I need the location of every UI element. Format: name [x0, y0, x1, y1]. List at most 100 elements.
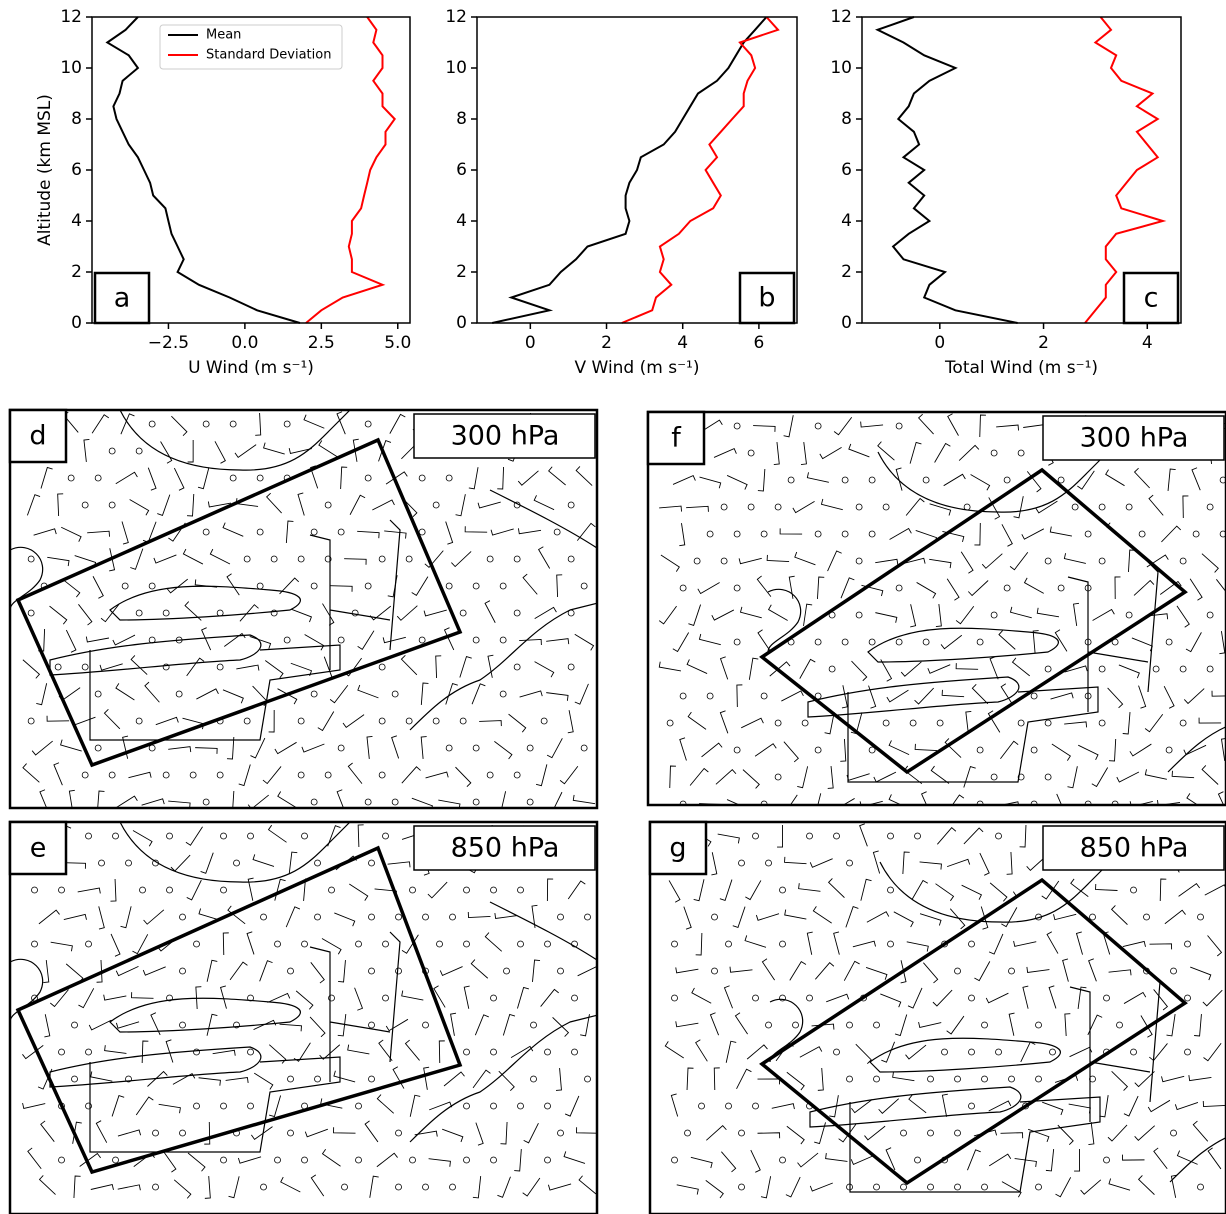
y-tick-label: 12 [830, 7, 852, 27]
wind-barb [68, 789, 75, 808]
wind-barb [679, 737, 687, 761]
calm-marker [341, 1183, 348, 1191]
wind-barb [1149, 1043, 1168, 1062]
calm-marker [540, 717, 548, 725]
map-panel [658, 413, 1226, 805]
wind-barb [1009, 606, 1032, 619]
wind-barb [1032, 630, 1039, 653]
wind-barb [860, 878, 872, 901]
wind-barb [1118, 664, 1140, 679]
calm-marker [922, 638, 930, 646]
wind-barb [902, 557, 926, 565]
analysis-domain [759, 877, 1188, 1186]
wind-barb [888, 740, 910, 756]
panel-label-box [738, 271, 796, 325]
calm-marker [1206, 503, 1214, 511]
calm-marker [882, 503, 890, 511]
wind-barb [563, 1151, 586, 1164]
calm-marker [135, 717, 143, 725]
wind-barb [463, 985, 470, 1009]
calm-marker [779, 1156, 786, 1164]
wind-barb [1075, 931, 1083, 955]
wind-barb [471, 683, 486, 705]
calm-marker [1219, 530, 1226, 538]
wind-barb [255, 412, 262, 436]
wind-barb [1153, 1147, 1168, 1169]
wind-barb [725, 1040, 737, 1063]
wind-barb [985, 992, 1009, 1004]
wind-barb [1131, 637, 1153, 652]
wind-barb [464, 526, 488, 533]
calm-marker [1103, 1156, 1110, 1164]
calm-marker [58, 1156, 65, 1164]
calm-marker [368, 1021, 375, 1029]
x-tick-label: 6 [753, 333, 764, 353]
wind-barb [467, 912, 491, 919]
wind-barb [840, 577, 855, 599]
wind-barb [103, 708, 121, 730]
calm-marker [162, 609, 170, 617]
wind-barb [185, 826, 203, 846]
profile-line [875, 16, 1018, 324]
calm-marker [152, 1183, 159, 1191]
wind-barb [556, 574, 563, 598]
wind-barb [860, 421, 884, 428]
calm-marker [216, 771, 224, 779]
wind-barb [911, 879, 928, 900]
map-boundary [109, 585, 301, 621]
calm-marker [148, 744, 156, 752]
wind-barb [979, 414, 986, 438]
calm-marker [260, 913, 267, 921]
calm-marker [571, 994, 578, 1002]
wind-barb [845, 906, 859, 928]
wind-barb [670, 1093, 679, 1117]
wind-barb [115, 471, 138, 485]
wind-barb [455, 766, 472, 788]
wind-barb [44, 1014, 51, 1038]
calm-marker [666, 719, 674, 727]
wind-barb [115, 965, 139, 977]
wind-barb [919, 913, 942, 926]
map-boundary [769, 998, 804, 1063]
wind-barb [963, 765, 976, 788]
calm-marker [445, 744, 453, 752]
calm-marker [873, 1021, 880, 1029]
calm-marker [233, 859, 240, 867]
level-label-box [1042, 415, 1225, 461]
calm-marker [936, 719, 944, 727]
wind-barb [1149, 943, 1173, 950]
wind-barb [445, 521, 454, 545]
wind-barb [250, 737, 266, 759]
calm-marker [553, 528, 561, 536]
wind-barb [303, 414, 325, 429]
level-label: 300 hPa [1080, 423, 1189, 454]
wind-barb [947, 413, 959, 436]
calm-marker [814, 530, 822, 538]
panel-label: e [30, 833, 47, 864]
wind-barb [1019, 824, 1027, 848]
wind-barb [269, 1095, 282, 1118]
wind-barb [173, 1179, 192, 1199]
wind-barb [1009, 551, 1029, 571]
wind-barb [1217, 791, 1225, 805]
wind-barb [1182, 495, 1189, 519]
wind-barb [906, 941, 929, 952]
calm-marker [368, 913, 375, 921]
calm-marker [1017, 719, 1025, 727]
calm-marker [297, 717, 305, 725]
wind-barb [669, 765, 676, 789]
wind-barb [1123, 991, 1147, 1004]
calm-marker [922, 476, 930, 484]
wind-barb [83, 439, 90, 462]
wind-barb [115, 795, 138, 808]
calm-marker [1089, 1075, 1096, 1083]
calm-marker [337, 744, 345, 752]
wind-barb [99, 663, 123, 671]
calm-marker [927, 1129, 934, 1137]
wind-barb [534, 606, 557, 620]
wind-barb [423, 609, 447, 617]
plot: 0 2 4 6 8 10 12 −2.5 0.0 2.5 5.0 U Wind (m s⁻¹) Alti… [35, 7, 411, 378]
wind-barb [237, 1156, 262, 1164]
calm-marker [981, 1183, 988, 1191]
wind-barb [905, 1044, 927, 1060]
